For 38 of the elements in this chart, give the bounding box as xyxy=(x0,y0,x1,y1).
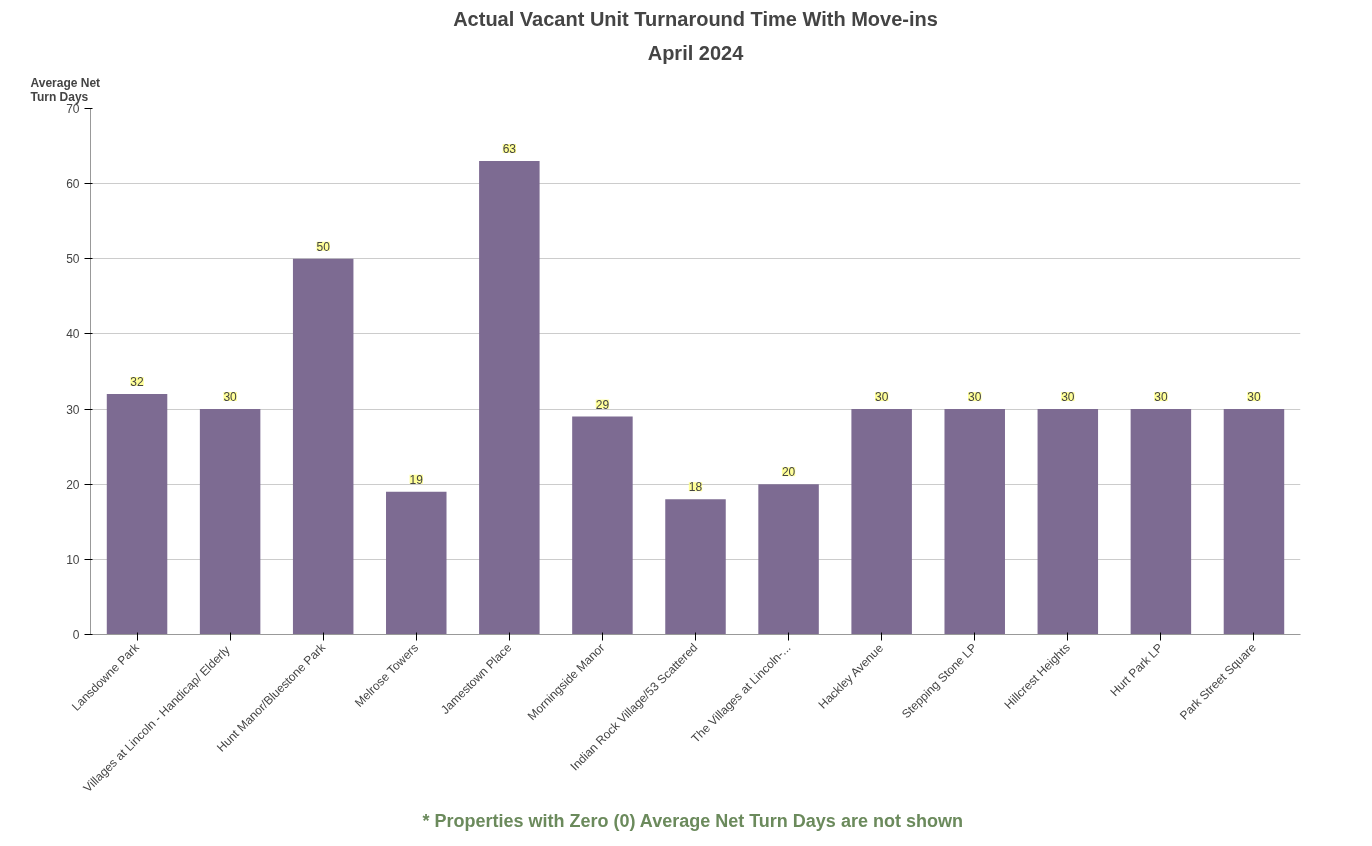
y-tick-label: 70 xyxy=(66,102,80,116)
bar xyxy=(758,484,819,635)
data-label: 19 xyxy=(409,472,424,487)
bar xyxy=(1223,409,1285,635)
data-label: 30 xyxy=(1061,390,1075,405)
bar xyxy=(479,161,540,635)
bar xyxy=(106,394,168,635)
data-label: 50 xyxy=(316,239,331,254)
text: * Properties with Zero (0) Average Net Turn Days are not shown xyxy=(422,810,963,831)
data-label: 29 xyxy=(595,397,610,412)
y-tick-label: 50 xyxy=(66,252,80,267)
bar xyxy=(572,416,633,635)
y-tick-label: 0 xyxy=(72,628,80,642)
data-label: 30 xyxy=(223,390,238,405)
data-label: 32 xyxy=(130,375,145,390)
bar xyxy=(199,409,261,635)
data-label: 20 xyxy=(781,465,796,480)
bar xyxy=(292,258,354,635)
data-label: 30 xyxy=(874,390,889,405)
data-label: 30 xyxy=(968,390,982,405)
y-axis-title: Average Net Turn Days xyxy=(30,75,101,104)
bar xyxy=(1130,409,1192,635)
chart-title: Actual Vacant Unit Turnaround Time With Move-ins xyxy=(453,7,938,30)
data-label: 63 xyxy=(502,142,517,157)
bar xyxy=(665,499,726,635)
data-label: 18 xyxy=(688,480,703,495)
bar xyxy=(944,409,1005,635)
bar xyxy=(851,409,912,635)
bar xyxy=(386,491,447,635)
y-tick-label: 30 xyxy=(66,402,80,417)
chart-subtitle: April 2024 xyxy=(647,41,745,64)
bar xyxy=(1037,409,1099,635)
y-tick-label: 40 xyxy=(66,327,80,342)
data-label: 30 xyxy=(1154,390,1168,405)
y-tick-label: 60 xyxy=(66,177,80,192)
data-label: 30 xyxy=(1247,390,1261,405)
y-tick-label: 10 xyxy=(66,552,80,567)
y-tick-label: 20 xyxy=(66,477,80,492)
